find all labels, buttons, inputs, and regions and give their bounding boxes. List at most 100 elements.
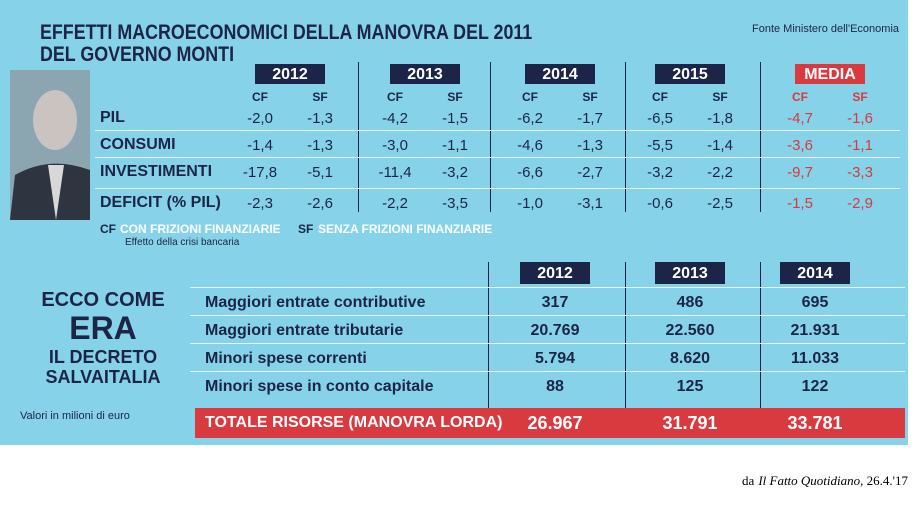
column-header: SF (447, 90, 463, 104)
cell-value: -2,2 (382, 195, 408, 212)
cell-value: 695 (801, 294, 829, 311)
row-label: CONSUMI (100, 136, 176, 153)
cell-value: -1,1 (847, 137, 873, 154)
row-line (190, 315, 905, 316)
column-header: SF (582, 90, 598, 104)
row-line (190, 287, 905, 288)
separator (760, 62, 761, 212)
year-box (655, 64, 725, 84)
cell-value: -5,1 (307, 164, 333, 181)
year-header: MEDIA (804, 66, 856, 83)
cell-value: -2,0 (247, 110, 273, 127)
legend-text: CON FRIZIONI FINANZIARIE (120, 222, 281, 236)
separator (625, 262, 626, 438)
year-header: 2013 (672, 265, 708, 282)
cell-value: 317 (541, 294, 569, 311)
cell-value: 11.033 (790, 350, 840, 367)
citation-prefix: da (742, 473, 755, 488)
year-header: 2012 (537, 265, 573, 282)
side-title: SALVAITALIA (45, 367, 161, 387)
cell-value: -3,0 (382, 137, 408, 154)
cell-value: -1,5 (442, 110, 468, 127)
row-label: INVESTIMENTI (100, 163, 213, 180)
separator (490, 62, 491, 212)
column-header: CF (522, 90, 538, 104)
citation-publication: Il Fatto Quotidiano (758, 473, 861, 488)
separator (358, 62, 359, 212)
year-header: 2014 (542, 66, 578, 83)
cell-value: -2,2 (707, 164, 733, 181)
cell-value: 8.620 (669, 350, 711, 367)
year-box (655, 262, 725, 284)
cell-value: -1,1 (442, 137, 468, 154)
cell-value: -1,3 (307, 110, 333, 127)
year-header: 2012 (272, 66, 308, 83)
cell-value: -1,8 (707, 110, 733, 127)
cell-value: 21.931 (790, 322, 840, 339)
cell-value: -6,5 (647, 110, 673, 127)
cell-value: -3,2 (442, 164, 468, 181)
cell-value: -11,4 (378, 164, 412, 181)
cell-value: -1,3 (577, 137, 603, 154)
side-title: ERA (69, 310, 137, 346)
column-header: CF (387, 90, 403, 104)
cell-value: -6,6 (517, 164, 543, 181)
year-box (525, 64, 595, 84)
cell-value: 486 (676, 294, 704, 311)
row-line (95, 157, 900, 158)
citation-suffix: , 26.4.'17 (860, 473, 908, 488)
row-line (190, 343, 905, 344)
cell-value: -1,4 (247, 137, 273, 154)
cell-value: -0,6 (647, 195, 673, 212)
source: Fonte Ministero dell'Economia (752, 23, 900, 35)
cell-value: -2,3 (247, 195, 273, 212)
total-value: 26.967 (527, 413, 583, 433)
separator (625, 62, 626, 212)
cell-value: -3,3 (847, 164, 873, 181)
side-title: ECCO COME (41, 289, 165, 311)
title: DEL GOVERNO MONTI (40, 43, 235, 66)
year-box (390, 64, 460, 84)
row-line (190, 371, 905, 372)
note: Effetto della crisi bancaria (125, 237, 240, 248)
cell-value: -2,9 (847, 195, 873, 212)
cell-value: -1,5 (787, 195, 813, 212)
row-line (95, 130, 900, 131)
year-box (780, 262, 850, 284)
cell-value: -6,2 (517, 110, 543, 127)
year-header: 2014 (797, 265, 833, 282)
cell-value: 122 (801, 378, 829, 395)
cell-value: -1,0 (517, 195, 543, 212)
row-label: Maggiori entrate contributive (205, 294, 426, 311)
unit-note: Valori in milioni di euro (20, 410, 130, 422)
year-header: 2013 (407, 66, 443, 83)
side-title: IL DECRETO (48, 347, 158, 367)
separator (760, 262, 761, 438)
column-header: CF (792, 90, 808, 104)
year-box (795, 64, 865, 84)
column-header: CF (252, 90, 268, 104)
legend-code: CF (100, 222, 116, 236)
column-header: SF (712, 90, 728, 104)
portrait (10, 70, 90, 220)
cell-value: -2,5 (707, 195, 733, 212)
row-label: PIL (100, 109, 125, 126)
total-value: 33.781 (787, 413, 843, 433)
cell-value: -1,6 (847, 110, 873, 127)
cell-value: 22.560 (665, 322, 715, 339)
cell-value: -2,6 (307, 195, 333, 212)
row-label: Minori spese correnti (205, 350, 367, 367)
year-box (255, 64, 325, 84)
year-header: 2015 (672, 66, 708, 83)
cell-value: -1,4 (707, 137, 733, 154)
cell-value: -17,8 (242, 164, 278, 181)
column-header: SF (852, 90, 868, 104)
total-label: TOTALE RISORSE (MANOVRA LORDA) (205, 414, 503, 431)
cell-value: -9,7 (787, 164, 813, 181)
title: EFFETTI MACROECONOMICI DELLA MANOVRA DEL… (40, 21, 533, 44)
cell-value: 5.794 (534, 350, 576, 367)
cell-value: -3,6 (787, 137, 813, 154)
row-label: Maggiori entrate tributarie (205, 322, 404, 339)
cell-value: 125 (676, 378, 704, 395)
